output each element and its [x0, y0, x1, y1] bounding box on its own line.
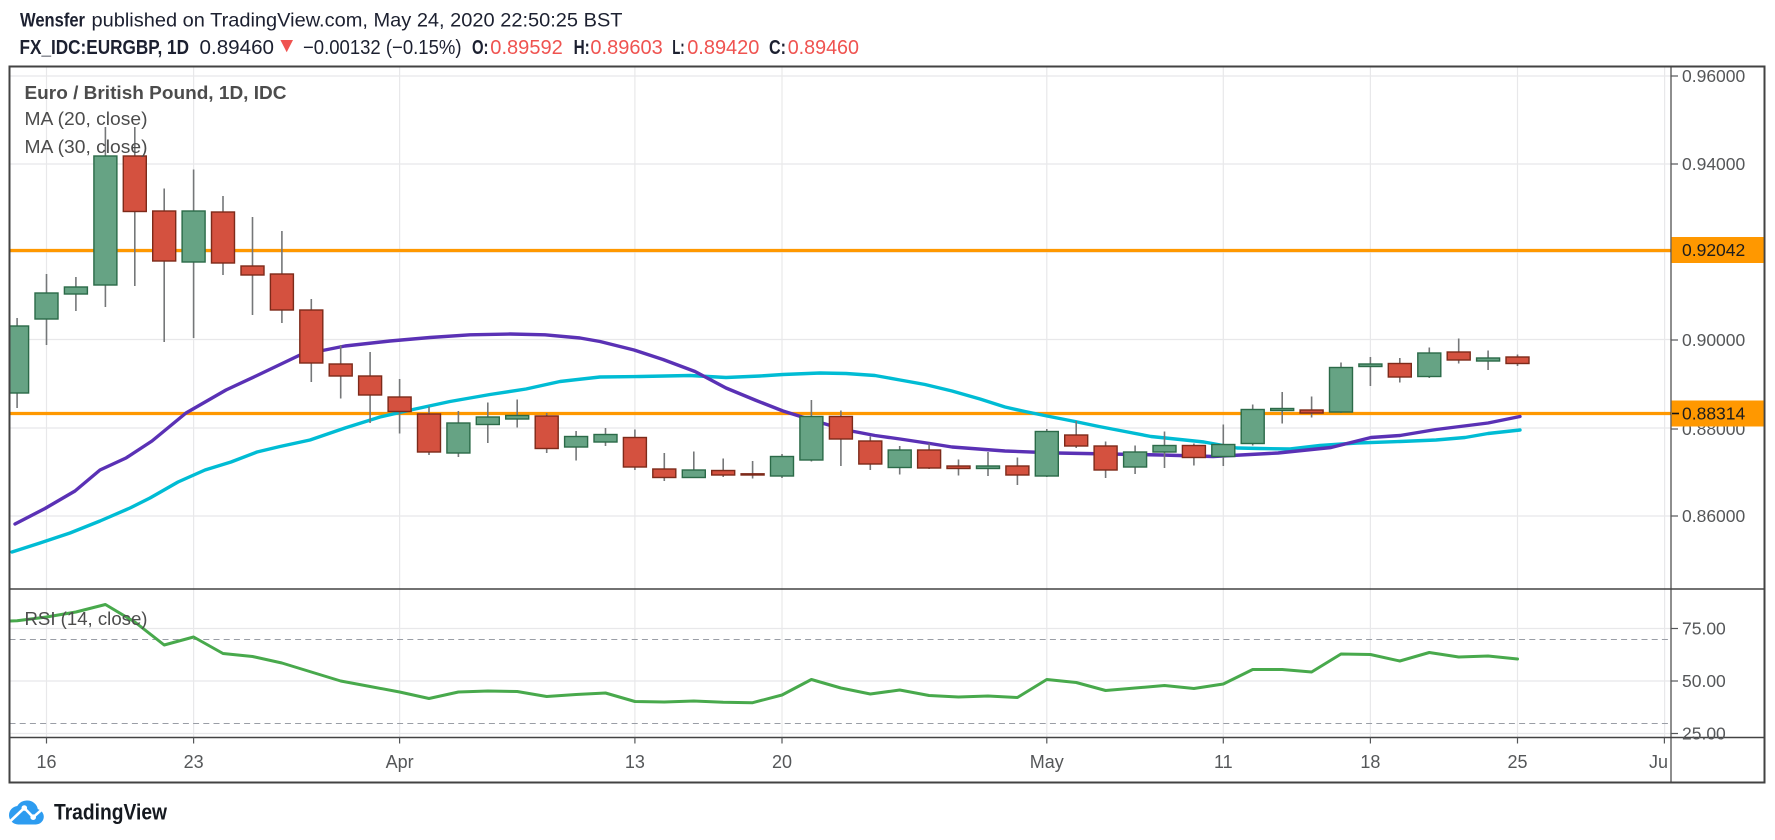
svg-text:75.00: 75.00 — [1682, 619, 1726, 639]
svg-text:Wensfer: Wensfer — [20, 9, 85, 31]
svg-text:Euro / British Pound, 1D, IDC: Euro / British Pound, 1D, IDC — [25, 83, 287, 103]
svg-text:13: 13 — [625, 752, 645, 772]
svg-text:0.94000: 0.94000 — [1682, 154, 1746, 174]
svg-text:published on TradingView.com,: published on TradingView.com, May 24, 20… — [92, 9, 623, 31]
svg-text:L:: L: — [672, 37, 685, 59]
svg-text:May: May — [1030, 752, 1064, 772]
svg-text:23: 23 — [184, 752, 204, 772]
svg-text:H:: H: — [574, 37, 590, 59]
svg-text:16: 16 — [36, 752, 56, 772]
svg-text:0.88314: 0.88314 — [1682, 404, 1746, 424]
svg-text:25: 25 — [1507, 752, 1527, 772]
svg-text:MA (20, close): MA (20, close) — [25, 109, 148, 129]
svg-text:0.89592: 0.89592 — [490, 37, 563, 59]
svg-text:FX_IDC:EURGBP, 1D: FX_IDC:EURGBP, 1D — [20, 37, 190, 59]
svg-text:MA (30, close): MA (30, close) — [25, 137, 148, 157]
svg-text:25.00: 25.00 — [1682, 724, 1726, 744]
svg-text:11: 11 — [1214, 752, 1233, 772]
svg-text:0.89460: 0.89460 — [200, 37, 275, 59]
svg-text:0.89420: 0.89420 — [687, 37, 759, 59]
svg-text:TradingView: TradingView — [54, 800, 168, 825]
svg-text:50.00: 50.00 — [1682, 671, 1726, 691]
svg-text:Ju: Ju — [1649, 752, 1668, 772]
svg-text:RSI (14, close): RSI (14, close) — [25, 609, 148, 629]
svg-text:0.92042: 0.92042 — [1682, 240, 1745, 260]
svg-text:O:: O: — [472, 37, 489, 59]
svg-text:0.96000: 0.96000 — [1682, 66, 1746, 86]
svg-text:0.90000: 0.90000 — [1682, 330, 1746, 350]
svg-text:0.89603: 0.89603 — [590, 37, 662, 59]
svg-text:18: 18 — [1360, 752, 1380, 772]
svg-text:0.89460: 0.89460 — [788, 37, 859, 59]
svg-text:20: 20 — [772, 752, 792, 772]
svg-text:0.86000: 0.86000 — [1682, 506, 1746, 526]
svg-text:C:: C: — [769, 37, 786, 59]
svg-text:−0.00132 (−0.15%): −0.00132 (−0.15%) — [303, 37, 462, 59]
svg-text:Apr: Apr — [386, 752, 414, 772]
